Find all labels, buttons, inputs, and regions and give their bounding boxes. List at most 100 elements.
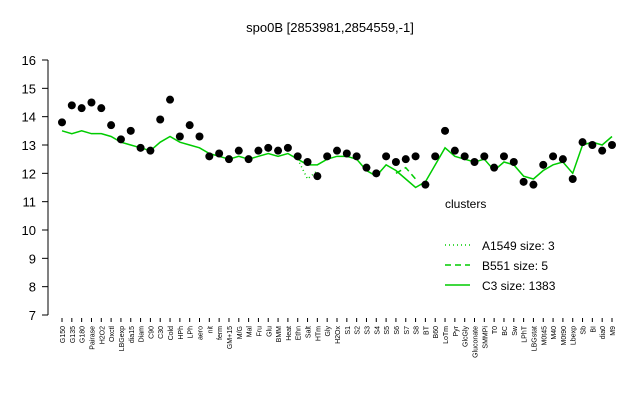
x-tick-label: M0t45 xyxy=(541,326,548,346)
x-tick-label: Pyr xyxy=(453,325,460,336)
x-tick-label: LPhT xyxy=(522,325,529,342)
point xyxy=(499,152,508,161)
x-tick-label: SMMPi xyxy=(482,326,489,349)
x-tick-label: BI xyxy=(590,326,597,333)
y-tick-label: 7 xyxy=(29,308,36,323)
point xyxy=(323,152,332,161)
x-tick-label: H2Ox xyxy=(335,326,342,344)
point xyxy=(608,141,616,149)
x-tick-label: Pairase xyxy=(89,326,96,350)
point xyxy=(97,104,106,113)
point xyxy=(509,158,518,166)
point xyxy=(274,146,283,155)
point xyxy=(195,132,204,141)
x-tick-label: M0t90 xyxy=(561,326,568,346)
x-tick-label: Gluconate xyxy=(473,326,480,358)
x-tick-label: G180 xyxy=(80,326,87,343)
point xyxy=(58,118,66,127)
point xyxy=(529,180,538,189)
x-tick-label: LPh xyxy=(188,326,195,339)
x-tick-label: dia0 xyxy=(600,326,607,339)
point xyxy=(578,138,587,147)
x-tick-label: dia15 xyxy=(129,326,136,343)
point xyxy=(460,152,469,161)
series-line xyxy=(61,130,613,189)
x-tick-label: Fru xyxy=(256,326,263,337)
y-tick-label: 10 xyxy=(22,223,36,238)
point xyxy=(87,98,96,107)
point xyxy=(598,146,607,155)
legend-label: C3 size: 1383 xyxy=(482,279,556,293)
point xyxy=(342,149,351,158)
x-tick-label: C90 xyxy=(148,326,155,339)
point xyxy=(244,155,253,164)
point xyxy=(175,132,184,141)
y-tick-label: 11 xyxy=(23,195,37,210)
point xyxy=(156,115,165,124)
x-tick-label: Mal xyxy=(247,326,254,338)
point xyxy=(293,152,302,161)
x-tick-label: S3 xyxy=(364,326,371,335)
x-tick-label: S5 xyxy=(384,326,391,335)
x-tick-label: S6 xyxy=(394,326,401,335)
x-tick-label: S4 xyxy=(374,326,381,335)
x-tick-label: LoTm xyxy=(443,326,450,344)
x-tick-label: Cold xyxy=(168,326,175,341)
point xyxy=(67,101,76,110)
point xyxy=(136,143,145,152)
x-tick-label: M40 xyxy=(551,326,558,340)
y-tick-label: 14 xyxy=(22,110,36,125)
point xyxy=(362,163,371,172)
point xyxy=(450,146,459,155)
point xyxy=(539,160,548,169)
x-tick-label: LBGexp xyxy=(119,326,126,351)
legend-label: B551 size: 5 xyxy=(482,259,548,273)
x-tick-label: Glu xyxy=(266,326,273,337)
x-tick-label: GM+15 xyxy=(227,326,234,349)
x-tick-label: Heat xyxy=(286,326,293,341)
y-tick-label: 16 xyxy=(22,53,36,68)
point xyxy=(205,152,214,161)
x-tick-label: C30 xyxy=(158,326,165,339)
legend-title: clusters xyxy=(445,197,486,211)
x-tick-label: S1 xyxy=(345,326,352,335)
series-line xyxy=(395,166,417,180)
x-tick-label: T0 xyxy=(492,326,499,334)
point xyxy=(470,158,479,166)
point xyxy=(215,149,224,158)
chart-title: spo0B [2853981,2854559,-1] xyxy=(246,20,414,35)
point xyxy=(234,146,243,155)
x-tick-label: B60 xyxy=(433,326,440,339)
point xyxy=(480,152,489,161)
point xyxy=(382,152,391,161)
x-tick-label: M9 xyxy=(610,326,617,336)
point xyxy=(519,177,528,186)
x-tick-label: Sb xyxy=(581,326,588,335)
point xyxy=(107,121,116,130)
x-tick-label: M/G xyxy=(237,326,244,339)
x-tick-label: Diam xyxy=(139,326,146,343)
point xyxy=(166,95,175,104)
y-tick-label: 13 xyxy=(22,138,36,153)
point xyxy=(588,141,597,149)
point xyxy=(224,155,233,164)
x-tick-label: Sw xyxy=(512,325,519,336)
point xyxy=(558,155,567,164)
y-tick-label: 12 xyxy=(22,166,36,181)
x-tick-label: Lbexp xyxy=(571,326,578,345)
point xyxy=(411,152,420,161)
x-tick-label: HTm xyxy=(315,326,322,341)
x-tick-label: Salt xyxy=(306,326,313,338)
point xyxy=(372,169,381,178)
point xyxy=(264,143,273,152)
y-tick-label: 8 xyxy=(29,280,36,295)
x-tick-label: Oxctl xyxy=(109,326,116,342)
x-tick-label: BT xyxy=(423,325,430,335)
x-tick-label: G135 xyxy=(70,326,77,343)
x-tick-label: ferm xyxy=(217,326,224,340)
x-tick-label: BMM xyxy=(276,326,283,343)
point xyxy=(352,152,361,161)
point xyxy=(254,146,263,155)
x-tick-label: Gly xyxy=(325,326,332,337)
x-tick-label: LBGstat xyxy=(531,326,538,351)
